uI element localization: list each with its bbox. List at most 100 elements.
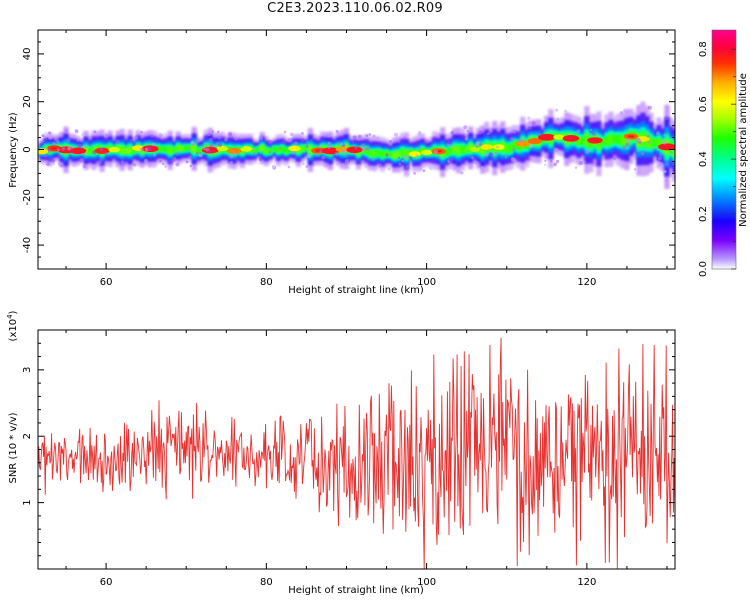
heatmap-speckle [511, 129, 516, 134]
heatmap-speckle [504, 156, 508, 159]
heatmap-speckle [625, 142, 630, 147]
spectrogram-x-ticks: 60 80 100 120 [65, 30, 668, 288]
heatmap-cell [399, 148, 406, 156]
colorbar-tick-label: 0.4 [698, 151, 709, 167]
heatmap-cell [452, 145, 458, 154]
heatmap-cell [263, 148, 269, 154]
heatmap-peak [515, 140, 530, 147]
heatmap-peak [227, 147, 242, 154]
heatmap-cell [580, 137, 586, 146]
heatmap-peak [527, 138, 542, 145]
heatmap-cell [403, 150, 410, 159]
heatmap-speckle [637, 139, 642, 144]
heatmap-speckle [488, 152, 494, 157]
heatmap-speckle [293, 141, 299, 146]
heatmap-speckle [554, 147, 559, 152]
heatmap-speckle [56, 139, 60, 144]
heatmap-speckle [351, 139, 355, 143]
heatmap-speckle [268, 151, 272, 154]
heatmap-speckle [499, 162, 502, 165]
heatmap-speckle [47, 149, 52, 153]
heatmap-speckle [555, 108, 559, 112]
heatmap-cell [620, 135, 626, 146]
heatmap-speckle [516, 137, 520, 141]
heatmap-peak-core [590, 139, 599, 142]
heatmap-speckle [198, 153, 203, 158]
heatmap-speckle [348, 160, 351, 163]
heatmap-speckle [397, 156, 401, 159]
heatmap-speckle [344, 159, 350, 164]
spectrogram-x-axis-label: Height of straight line (km) [288, 285, 424, 296]
heatmap-speckle [450, 145, 453, 148]
heatmap-speckle [287, 165, 291, 169]
heatmap-speckle [209, 143, 214, 148]
heatmap-speckle [252, 152, 256, 156]
heatmap-speckle [433, 149, 439, 154]
heatmap-peak-core [74, 149, 83, 153]
heatmap-speckle [134, 135, 139, 140]
heatmap-speckle [43, 154, 48, 158]
heatmap-speckle [188, 155, 192, 159]
heatmap-speckle [92, 150, 97, 155]
heatmap-speckle [46, 162, 50, 166]
heatmap-speckle [536, 132, 540, 137]
heatmap-speckle [464, 137, 469, 141]
heatmap-cell [195, 148, 201, 155]
heatmap-speckle [305, 144, 309, 148]
heatmap-cell [283, 148, 289, 154]
heatmap-speckle [447, 140, 451, 145]
heatmap-speckle [99, 147, 104, 152]
heatmap-speckle [365, 134, 369, 137]
heatmap-cell [672, 145, 675, 157]
heatmap-speckle [478, 142, 483, 147]
heatmap-speckle [60, 164, 63, 168]
heatmap-speckle [553, 162, 557, 167]
heatmap-speckle [357, 134, 362, 139]
heatmap-speckle [104, 152, 108, 155]
heatmap-speckle [151, 142, 156, 147]
y-tick-label: 20 [22, 95, 33, 108]
heatmap-peak-core [50, 147, 58, 150]
heatmap-speckle [521, 138, 525, 142]
heatmap-speckle [393, 132, 399, 137]
heatmap-speckle [48, 131, 52, 135]
heatmap-cell [171, 147, 177, 153]
heatmap-speckle [168, 159, 173, 165]
heatmap-speckle [52, 162, 55, 166]
snr-y-ticks: 1 2 3 [22, 342, 675, 557]
heatmap-speckle [205, 142, 208, 146]
spectrogram-y-axis-label: Frequency (Hz) [8, 112, 19, 188]
chart-title: C2E3.2023.110.06.02.R09 [267, 1, 443, 16]
heatmap-speckle [283, 130, 287, 134]
heatmap-cell [616, 134, 622, 145]
heatmap-speckle [350, 137, 354, 141]
heatmap-speckle [90, 144, 93, 147]
heatmap-cell [307, 145, 314, 155]
heatmap-speckle [663, 133, 666, 137]
heatmap-speckle [398, 162, 402, 166]
heatmap-cell [576, 136, 582, 146]
heatmap-speckle [475, 145, 479, 148]
heatmap-speckle [471, 156, 475, 160]
x-tick-label: 120 [577, 277, 596, 288]
heatmap-speckle [171, 157, 177, 162]
heatmap-speckle [406, 148, 409, 151]
colorbar: 0.0 0.2 0.4 0.6 0.8 Normalized spectral ampl… [698, 29, 749, 277]
heatmap-cell [363, 147, 370, 155]
heatmap-peak-core [566, 137, 575, 140]
x-tick-label: 80 [260, 577, 273, 588]
heatmap-cell [259, 145, 265, 152]
heatmap-speckle [132, 162, 137, 167]
heatmap-speckle [576, 129, 581, 134]
heatmap-cell [407, 148, 414, 154]
heatmap-speckle [345, 152, 349, 156]
heatmap-speckle [271, 165, 276, 169]
heatmap-cell [375, 149, 382, 156]
heatmap-speckle [300, 138, 305, 143]
y-tick-label: 40 [22, 48, 33, 61]
heatmap-speckle [319, 144, 322, 148]
heatmap-cell [383, 150, 390, 157]
heatmap-speckle [555, 159, 560, 164]
heatmap-speckle [425, 139, 429, 144]
heatmap-speckle [267, 139, 272, 144]
